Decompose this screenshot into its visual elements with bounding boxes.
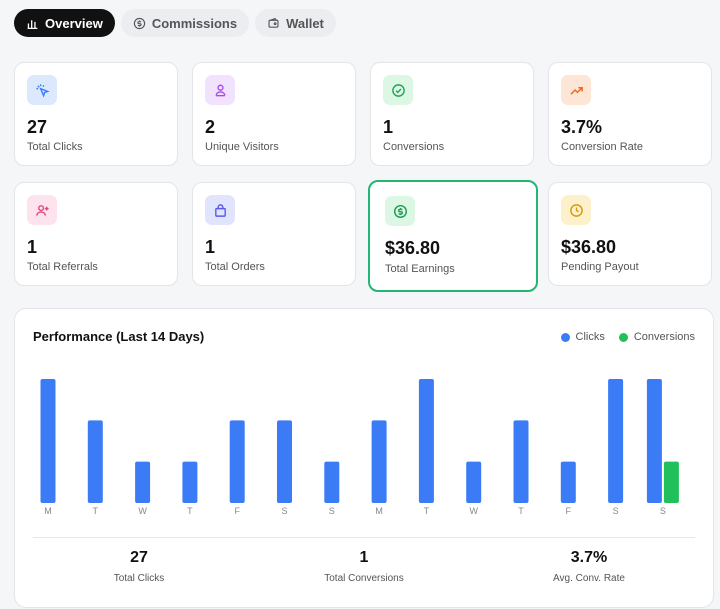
legend-label: Conversions [633, 331, 695, 343]
stat-card-total-referrals: 1 Total Referrals [14, 182, 178, 286]
clicks-bar [229, 420, 245, 503]
legend-item-clicks: Clicks [560, 331, 605, 343]
summary-value: 3.7% [570, 549, 608, 566]
clicks-bar [182, 461, 198, 503]
x-tick-label: M [44, 506, 52, 516]
stat-card-unique-visitors: 2 Unique Visitors [192, 62, 356, 166]
x-tick-label: T [187, 506, 193, 516]
stat-card-total-orders: 1 Total Orders [192, 182, 356, 286]
x-tick-label: W [469, 506, 478, 516]
summary-value: 1 [359, 549, 369, 566]
tab-wallet[interactable]: Wallet [255, 9, 336, 37]
tab-overview[interactable]: Overview [14, 9, 115, 37]
stat-card-pending-payout: $36.80 Pending Payout [548, 182, 712, 286]
stat-value: 27 [27, 117, 48, 137]
check-circle-icon [383, 75, 413, 105]
clicks-bar [646, 379, 662, 503]
conversions-bar [663, 461, 679, 503]
clicks-bar [371, 420, 387, 503]
x-tick-label: S [329, 506, 335, 516]
x-tick-label: T [93, 506, 99, 516]
stat-label: Pending Payout [561, 261, 639, 273]
clicks-bar [135, 461, 151, 503]
legend-swatch [560, 332, 570, 342]
stat-value: $36.80 [385, 238, 441, 258]
clicks-bar [87, 420, 103, 503]
summary-label: Total Conversions [324, 573, 404, 584]
stat-card-total-clicks: 27 Total Clicks [14, 62, 178, 166]
summary-value: 27 [130, 549, 148, 566]
chart-legend: Clicks Conversions [560, 331, 695, 343]
x-tick-label: M [375, 506, 383, 516]
clicks-bar [466, 461, 482, 503]
dollar-circle-icon [133, 17, 146, 29]
trending-up-icon [561, 75, 591, 105]
x-tick-label: S [613, 506, 619, 516]
tab-label: Commissions [151, 15, 238, 31]
x-tick-label: W [138, 506, 147, 516]
summary-label: Avg. Conv. Rate [553, 573, 625, 584]
dollar-circle-icon [385, 196, 415, 226]
tab-label: Wallet [286, 15, 324, 31]
clicks-bar [608, 379, 624, 503]
stat-card-total-earnings: $36.80 Total Earnings [368, 180, 538, 292]
x-tick-label: T [518, 506, 524, 516]
clicks-bar [418, 379, 434, 503]
clock-icon [561, 195, 591, 225]
summary-total-clicks: 27 Total Clicks [39, 549, 239, 584]
stat-value: 2 [205, 117, 216, 137]
stat-label: Total Orders [205, 261, 265, 273]
stat-card-conversions: 1 Conversions [370, 62, 534, 166]
legend-swatch [618, 332, 628, 342]
divider [33, 537, 695, 538]
summary-label: Total Clicks [113, 573, 165, 584]
clicks-bar [277, 420, 292, 503]
x-tick-label: F [234, 506, 240, 516]
legend-label: Clicks [575, 331, 605, 343]
cursor-click-icon [27, 75, 57, 105]
summary-avg-conv-rate: 3.7% Avg. Conv. Rate [489, 549, 689, 584]
stat-value: 1 [383, 117, 394, 137]
shopping-bag-icon [205, 195, 235, 225]
stat-label: Total Referrals [27, 261, 98, 273]
clicks-bar [324, 461, 340, 503]
x-tick-label: F [566, 506, 572, 516]
stat-value: 3.7% [561, 117, 603, 137]
stat-label: Conversion Rate [561, 141, 643, 153]
panel-title: Performance (Last 14 Days) [33, 329, 205, 344]
stat-value: 1 [205, 237, 216, 257]
stat-card-conversion-rate: 3.7% Conversion Rate [548, 62, 712, 166]
stat-label: Total Earnings [385, 263, 455, 275]
clicks-bar [513, 420, 529, 503]
users-icon [205, 75, 235, 105]
tab-bar: Overview Commissions Wallet [14, 9, 336, 37]
clicks-bar [40, 379, 56, 503]
wallet-icon [268, 17, 279, 28]
user-plus-icon [27, 195, 57, 225]
stat-label: Conversions [383, 141, 445, 153]
stat-value: 1 [27, 237, 38, 257]
bar-chart-icon [27, 19, 38, 29]
stat-label: Unique Visitors [205, 141, 279, 153]
clicks-bar [560, 461, 576, 503]
x-tick-label: S [660, 506, 666, 516]
x-tick-label: S [281, 506, 287, 516]
tab-commissions[interactable]: Commissions [120, 9, 250, 37]
stat-label: Total Clicks [27, 141, 83, 153]
stat-value: $36.80 [561, 237, 617, 257]
legend-item-conversions: Conversions [618, 331, 695, 343]
x-tick-label: T [424, 506, 430, 516]
performance-panel: M T W T F S S M T W T F S S Performance (Last 14 Days… [14, 308, 714, 608]
tab-label: Overview [45, 15, 103, 31]
summary-total-conversions: 1 Total Conversions [264, 549, 464, 584]
